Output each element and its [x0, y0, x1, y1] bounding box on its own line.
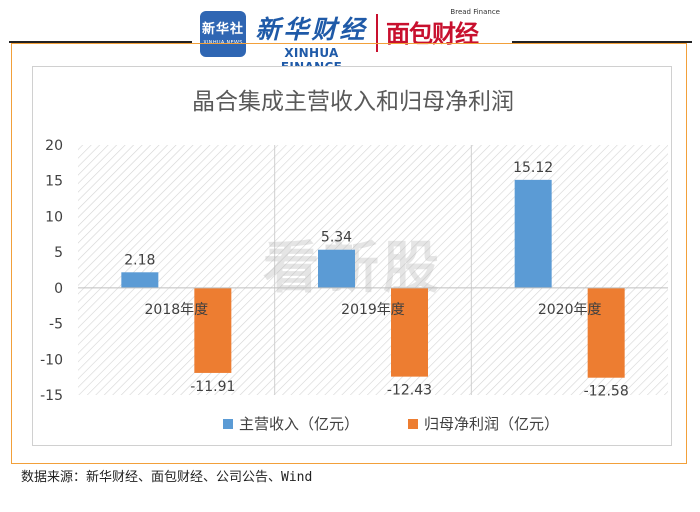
data-label: -11.91 [190, 379, 235, 395]
x-category-label: 2020年度 [538, 302, 602, 318]
content-panel [11, 43, 687, 464]
partner-name-en: Bread Finance [450, 8, 500, 16]
legend-swatch [408, 419, 418, 429]
bar-revenue [318, 249, 355, 288]
legend-swatch [223, 419, 233, 429]
data-label: 5.34 [321, 230, 352, 246]
legend-label: 归母净利润（亿元） [424, 415, 559, 433]
y-tick-label: 10 [45, 209, 63, 225]
data-label: -12.43 [387, 383, 432, 399]
data-label: 15.12 [513, 160, 553, 176]
y-tick-label: 5 [54, 245, 63, 261]
bar-chart: 晶合集成主营收入和归母净利润 20151050-5-10-15看新股2.18-1… [40, 89, 668, 433]
data-label: -12.58 [584, 384, 629, 400]
source-note: 数据来源：新华财经、面包财经、公司公告、Wind [21, 470, 313, 485]
chart-frame: 晶合集成主营收入和归母净利润 20151050-5-10-15看新股2.18-1… [32, 66, 672, 446]
data-label: 2.18 [124, 252, 155, 268]
legend-label: 主营收入（亿元） [239, 415, 359, 433]
y-tick-label: 15 [45, 174, 63, 190]
y-tick-label: 0 [54, 281, 63, 297]
bar-net-profit [587, 287, 625, 378]
bar-net-profit [391, 287, 428, 377]
bar-revenue [514, 179, 552, 288]
y-tick-label: -15 [40, 388, 63, 404]
y-tick-label: -5 [49, 317, 63, 333]
x-category-label: 2018年度 [145, 302, 209, 318]
header-rule-left [9, 41, 192, 43]
bar-revenue [121, 272, 159, 288]
plot-area [78, 145, 668, 395]
x-category-label: 2019年度 [341, 302, 405, 318]
logo-badge-text: 新华社 [201, 22, 244, 37]
bar-net-profit [194, 287, 232, 373]
chart-title: 晶合集成主营收入和归母净利润 [192, 89, 514, 115]
y-tick-label: -10 [40, 352, 63, 368]
header-rule-right [512, 41, 692, 43]
y-tick-label: 20 [45, 138, 63, 154]
brand-separator [376, 14, 378, 52]
brand-name-cn: 新华财经 [255, 15, 368, 44]
